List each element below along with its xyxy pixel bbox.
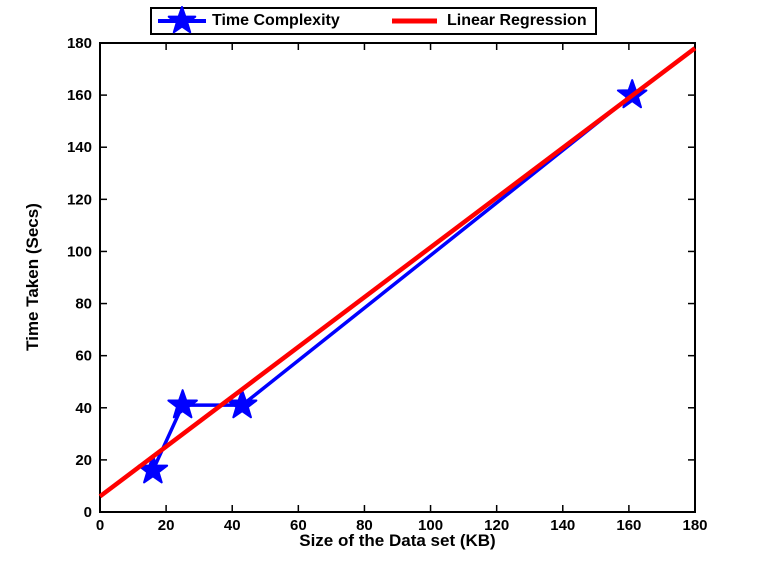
- x-tick-label: 0: [96, 517, 104, 534]
- legend-star-glyph: [167, 6, 197, 34]
- x-tick-label: 80: [356, 517, 373, 534]
- y-tick-label: 100: [67, 243, 92, 260]
- x-tick-label: 120: [484, 517, 509, 534]
- plot-box: [99, 42, 696, 513]
- x-tick-label: 20: [158, 517, 175, 534]
- y-tick-label: 40: [75, 400, 92, 417]
- y-tick-label: 20: [75, 452, 92, 469]
- y-tick-label: 160: [67, 87, 92, 104]
- y-tick-label: 0: [84, 504, 92, 521]
- x-tick-label: 60: [290, 517, 307, 534]
- star-data-marker: [137, 454, 169, 484]
- x-tick-label: 100: [418, 517, 443, 534]
- legend: Time Complexity Linear Regression: [150, 6, 597, 35]
- legend-label-time-complexity: Time Complexity: [212, 12, 340, 29]
- series-line-1: [98, 46, 697, 499]
- legend-label-linear-regression: Linear Regression: [447, 12, 587, 29]
- star-data-marker: [167, 389, 198, 419]
- series-line-0: [151, 93, 634, 472]
- y-tick-label: 180: [67, 35, 92, 52]
- y-tick-label: 120: [67, 191, 92, 208]
- y-tick-label: 140: [67, 139, 92, 156]
- y-axis-label: Time Taken (Secs): [23, 203, 42, 351]
- y-tick-label: 80: [75, 296, 92, 313]
- y-tick-label: 60: [75, 348, 92, 365]
- x-tick-label: 140: [550, 517, 575, 534]
- x-tick-label: 40: [224, 517, 241, 534]
- star-marker-icon: [158, 6, 206, 34]
- x-axis-label: Size of the Data set (KB): [299, 531, 496, 550]
- star-data-marker: [226, 389, 258, 419]
- red-line-sample-icon: [392, 18, 437, 24]
- x-tick-label: 160: [616, 517, 641, 534]
- x-tick-label: 180: [682, 517, 707, 534]
